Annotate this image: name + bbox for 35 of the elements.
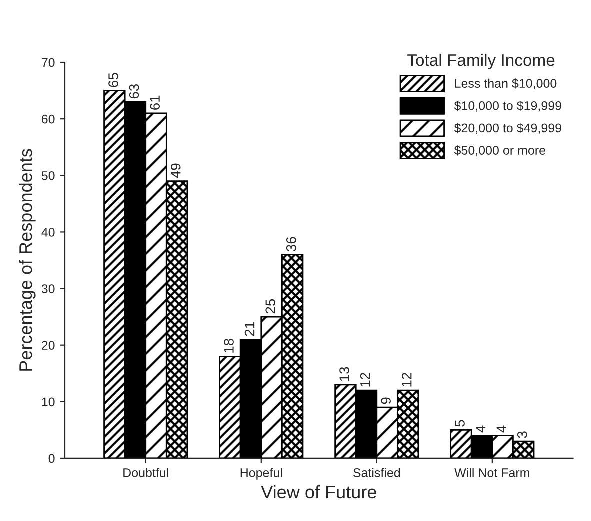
legend-label: $10,000 to $19,999 xyxy=(454,100,562,112)
data-label: 4 xyxy=(476,426,486,433)
data-label: 12 xyxy=(360,373,370,387)
y-axis-title: Percentage of Respondents xyxy=(19,149,36,371)
data-label: 4 xyxy=(496,426,506,433)
y-tick-label: 10 xyxy=(42,398,55,407)
data-label: 5 xyxy=(455,420,465,427)
data-label: 21 xyxy=(244,322,255,336)
data-label: 9 xyxy=(381,398,392,404)
data-label: 36 xyxy=(286,237,296,252)
y-tick-label: 30 xyxy=(42,284,55,294)
data-label: 3 xyxy=(517,432,528,438)
x-tick-label: Doubtful xyxy=(124,468,168,478)
data-label: 49 xyxy=(170,164,181,178)
data-label: 63 xyxy=(129,84,140,99)
y-tick-label: 70 xyxy=(42,58,55,68)
y-tick-label: 50 xyxy=(42,171,55,180)
legend-title: Total Family Income xyxy=(408,54,555,70)
data-label: 61 xyxy=(150,96,160,110)
data-label: 25 xyxy=(266,299,276,314)
x-tick-label: Will Not Farm xyxy=(454,468,530,478)
legend-label: $20,000 to $49,999 xyxy=(454,123,562,134)
data-label: 13 xyxy=(340,367,350,382)
y-tick-label: 60 xyxy=(42,114,55,124)
data-label: 12 xyxy=(402,373,412,387)
x-tick-label: Satisfied xyxy=(353,468,400,478)
y-tick-label: 20 xyxy=(42,341,55,350)
data-label: 65 xyxy=(108,73,118,88)
data-label: 18 xyxy=(224,339,234,353)
legend-label: Less than $10,000 xyxy=(455,78,557,90)
x-tick-label: Hopeful xyxy=(240,468,282,480)
x-axis-title: View of Future xyxy=(261,485,376,499)
y-tick-label: 40 xyxy=(42,228,55,237)
legend-label: $50,000 or more xyxy=(454,146,546,156)
y-tick-label: 0 xyxy=(48,454,55,464)
